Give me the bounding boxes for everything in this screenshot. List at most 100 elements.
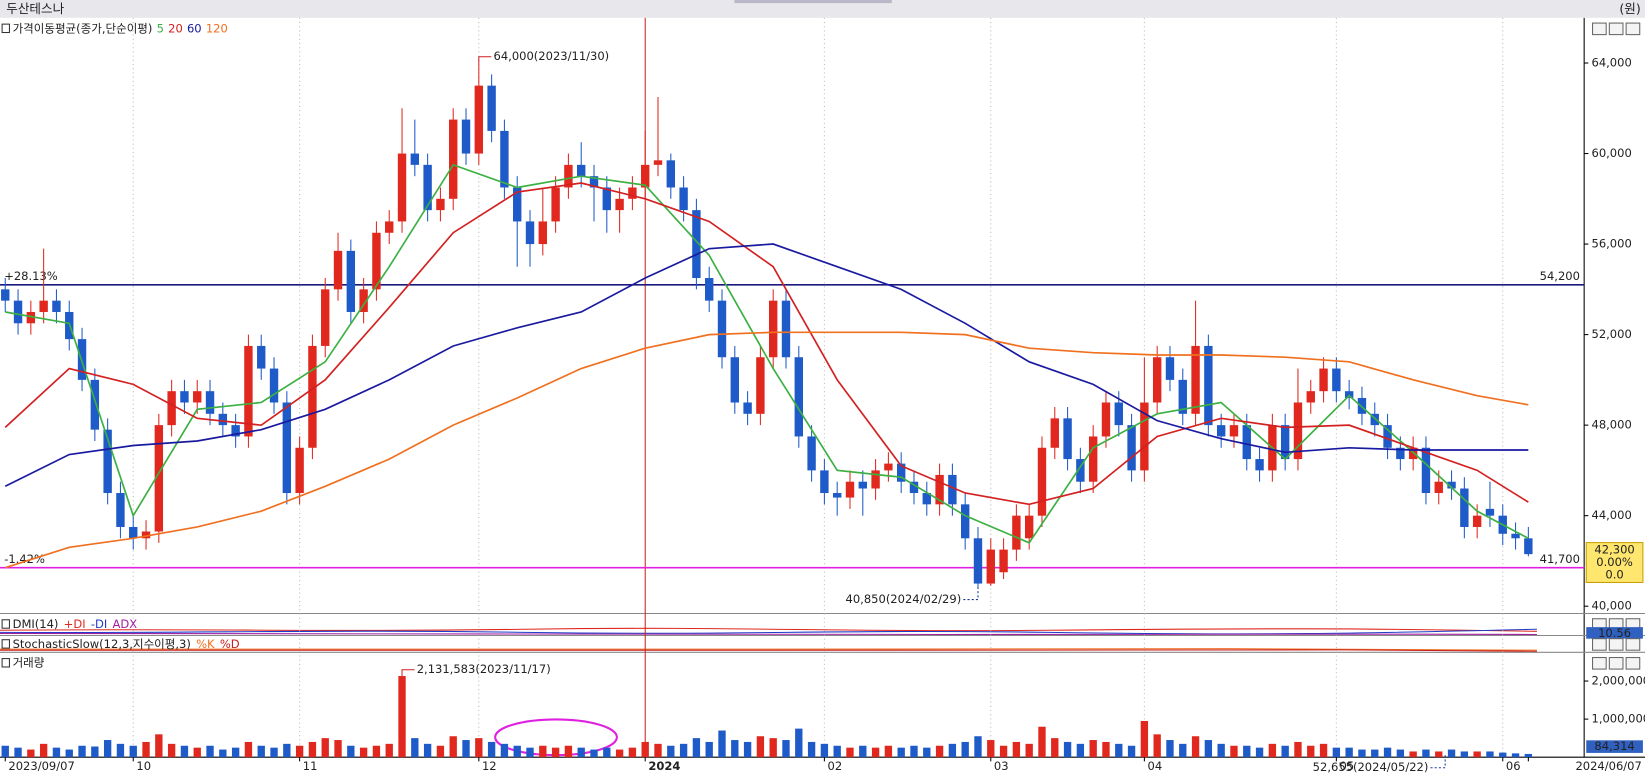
candle-body: [308, 345, 317, 448]
candle-body: [116, 493, 125, 527]
legend: 가격이동평균(종가,단순이평) 5 20 60 120: [13, 21, 228, 35]
volume-bar: [1025, 743, 1033, 758]
candle-body: [231, 425, 240, 437]
candle-body: [513, 187, 522, 222]
volume-bar: [603, 747, 611, 758]
volume-bar: [295, 745, 304, 758]
level-pct: +28.13%: [4, 269, 58, 283]
candle-body: [244, 345, 253, 437]
candle-body: [1165, 357, 1175, 380]
candle-body: [1050, 418, 1059, 448]
price-box-change: 0.00%: [1596, 555, 1633, 569]
volume-bar: [871, 747, 880, 758]
volume-bar: [91, 746, 99, 758]
candle-body: [1216, 425, 1226, 437]
volume-bar: [641, 741, 649, 758]
candle-body: [1306, 391, 1315, 403]
volume-bar: [14, 747, 22, 758]
volume-bar: [999, 745, 1008, 758]
candle-body: [1178, 379, 1187, 414]
volume-bar: [1396, 749, 1405, 758]
panel-button: [1592, 657, 1607, 670]
volume-bar: [244, 741, 253, 758]
x-tick-label: 12: [482, 759, 497, 773]
candle-body: [1383, 425, 1392, 448]
candle-body: [461, 119, 471, 154]
indicator-legend: ADX: [113, 616, 138, 630]
candle-body: [52, 300, 61, 312]
volume-bar: [347, 745, 355, 758]
candle-body: [1421, 447, 1431, 494]
candle-body: [282, 402, 292, 494]
candle-body: [487, 85, 496, 131]
candle-body: [141, 531, 151, 539]
annotation-arrow: [401, 669, 415, 677]
volume-bar: [359, 747, 368, 758]
dmi-line: [0, 628, 1537, 635]
volume-bar: [987, 740, 995, 758]
volume-bar: [731, 740, 739, 758]
volume-bar: [513, 745, 521, 758]
y-tick-label: 44,000: [1591, 508, 1631, 522]
indicator-title: DMI(14) +DI -DI ADX: [13, 616, 138, 630]
panel-icon: [1, 23, 10, 34]
volume-bar: [833, 745, 841, 758]
x-tick-label: 02: [828, 759, 843, 773]
volume-bar: [39, 743, 48, 758]
volume-bar: [539, 745, 547, 758]
volume-bar: [628, 747, 637, 758]
volume-bar: [1191, 736, 1200, 758]
candle-body: [692, 210, 701, 279]
candle-body: [756, 357, 765, 414]
candle-body: [602, 187, 612, 211]
candle-body: [781, 300, 791, 358]
candle-body: [218, 413, 228, 426]
candle-body: [1485, 508, 1495, 516]
candle-body: [1152, 357, 1162, 403]
volume-bar: [206, 745, 214, 758]
ma-line: [4, 243, 1529, 488]
indicator-legend: %K: [196, 636, 215, 650]
candle-body: [474, 85, 484, 154]
candle-body: [769, 300, 778, 358]
volume-bar: [103, 740, 112, 758]
volume-bar: [449, 736, 457, 758]
ma-line: [4, 331, 1529, 569]
volume-bar: [1102, 741, 1110, 758]
volume-bar: [1230, 745, 1238, 758]
candle-body: [1012, 515, 1021, 550]
indicator-value-box: [1586, 627, 1643, 639]
y-tick-label: 40,000: [1591, 599, 1631, 613]
candle-body: [999, 549, 1008, 573]
volume-bar: [1281, 745, 1289, 758]
x-tick-label: 04: [1148, 759, 1163, 773]
candle-body: [1229, 425, 1239, 437]
volume-bar: [1358, 749, 1366, 758]
candle-body: [372, 232, 381, 290]
candle-body: [1140, 402, 1149, 471]
volume-bar: [935, 745, 944, 758]
panel-button: [1608, 22, 1624, 36]
volume-bar: [1524, 753, 1533, 758]
ma-line: [4, 182, 1529, 506]
volume-bar: [487, 741, 496, 758]
volume-bar: [78, 745, 86, 758]
volume-bar: [270, 747, 278, 758]
candle-body: [1460, 488, 1469, 527]
legend-title: 가격이동평균(종가,단순이평): [13, 21, 153, 35]
volume-bar: [1345, 747, 1353, 758]
volume-bar: [1089, 740, 1097, 758]
candle-body: [26, 311, 36, 324]
candle-body: [615, 198, 624, 211]
candle-body: [39, 300, 48, 312]
annotation-label: 40,850(2024/02/29): [846, 592, 962, 606]
candle-body: [1063, 418, 1072, 460]
volume-bar: [1140, 721, 1149, 758]
candle-body: [794, 357, 803, 437]
volume-bar: [1473, 751, 1481, 758]
candle-body: [1447, 481, 1456, 489]
level-pct: -1.42%: [4, 552, 45, 566]
indicator-name: DMI(14): [13, 616, 59, 630]
candle-body: [922, 493, 931, 505]
candle-body: [1076, 459, 1085, 482]
